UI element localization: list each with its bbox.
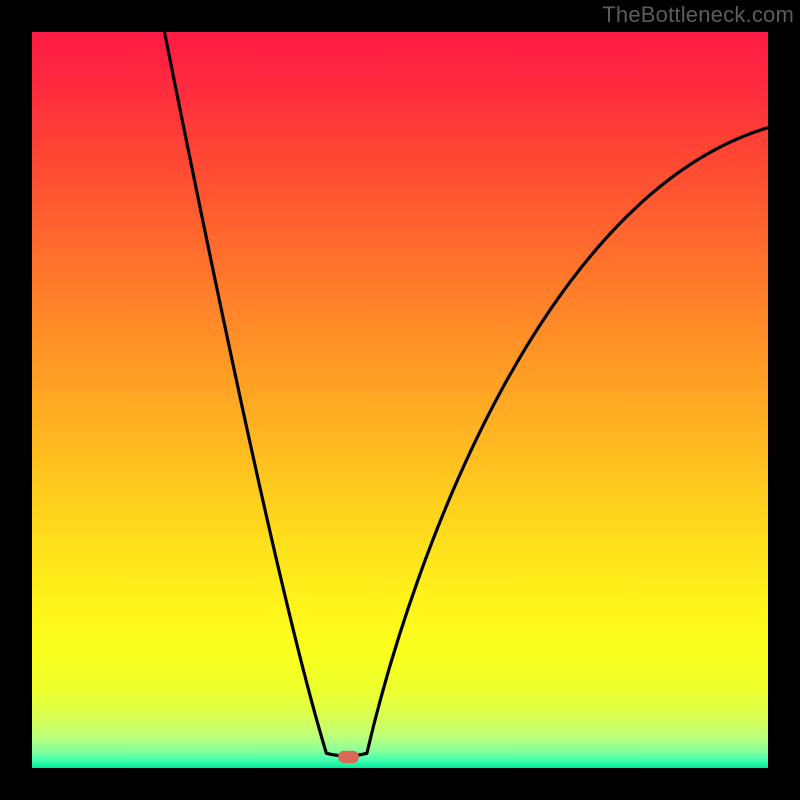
gradient-background bbox=[32, 32, 768, 768]
plot-area bbox=[32, 32, 768, 768]
optimal-point-marker bbox=[338, 751, 359, 764]
chart-frame: TheBottleneck.com bbox=[0, 0, 800, 800]
watermark-text: TheBottleneck.com bbox=[602, 2, 794, 28]
bottleneck-chart-svg bbox=[32, 32, 768, 768]
